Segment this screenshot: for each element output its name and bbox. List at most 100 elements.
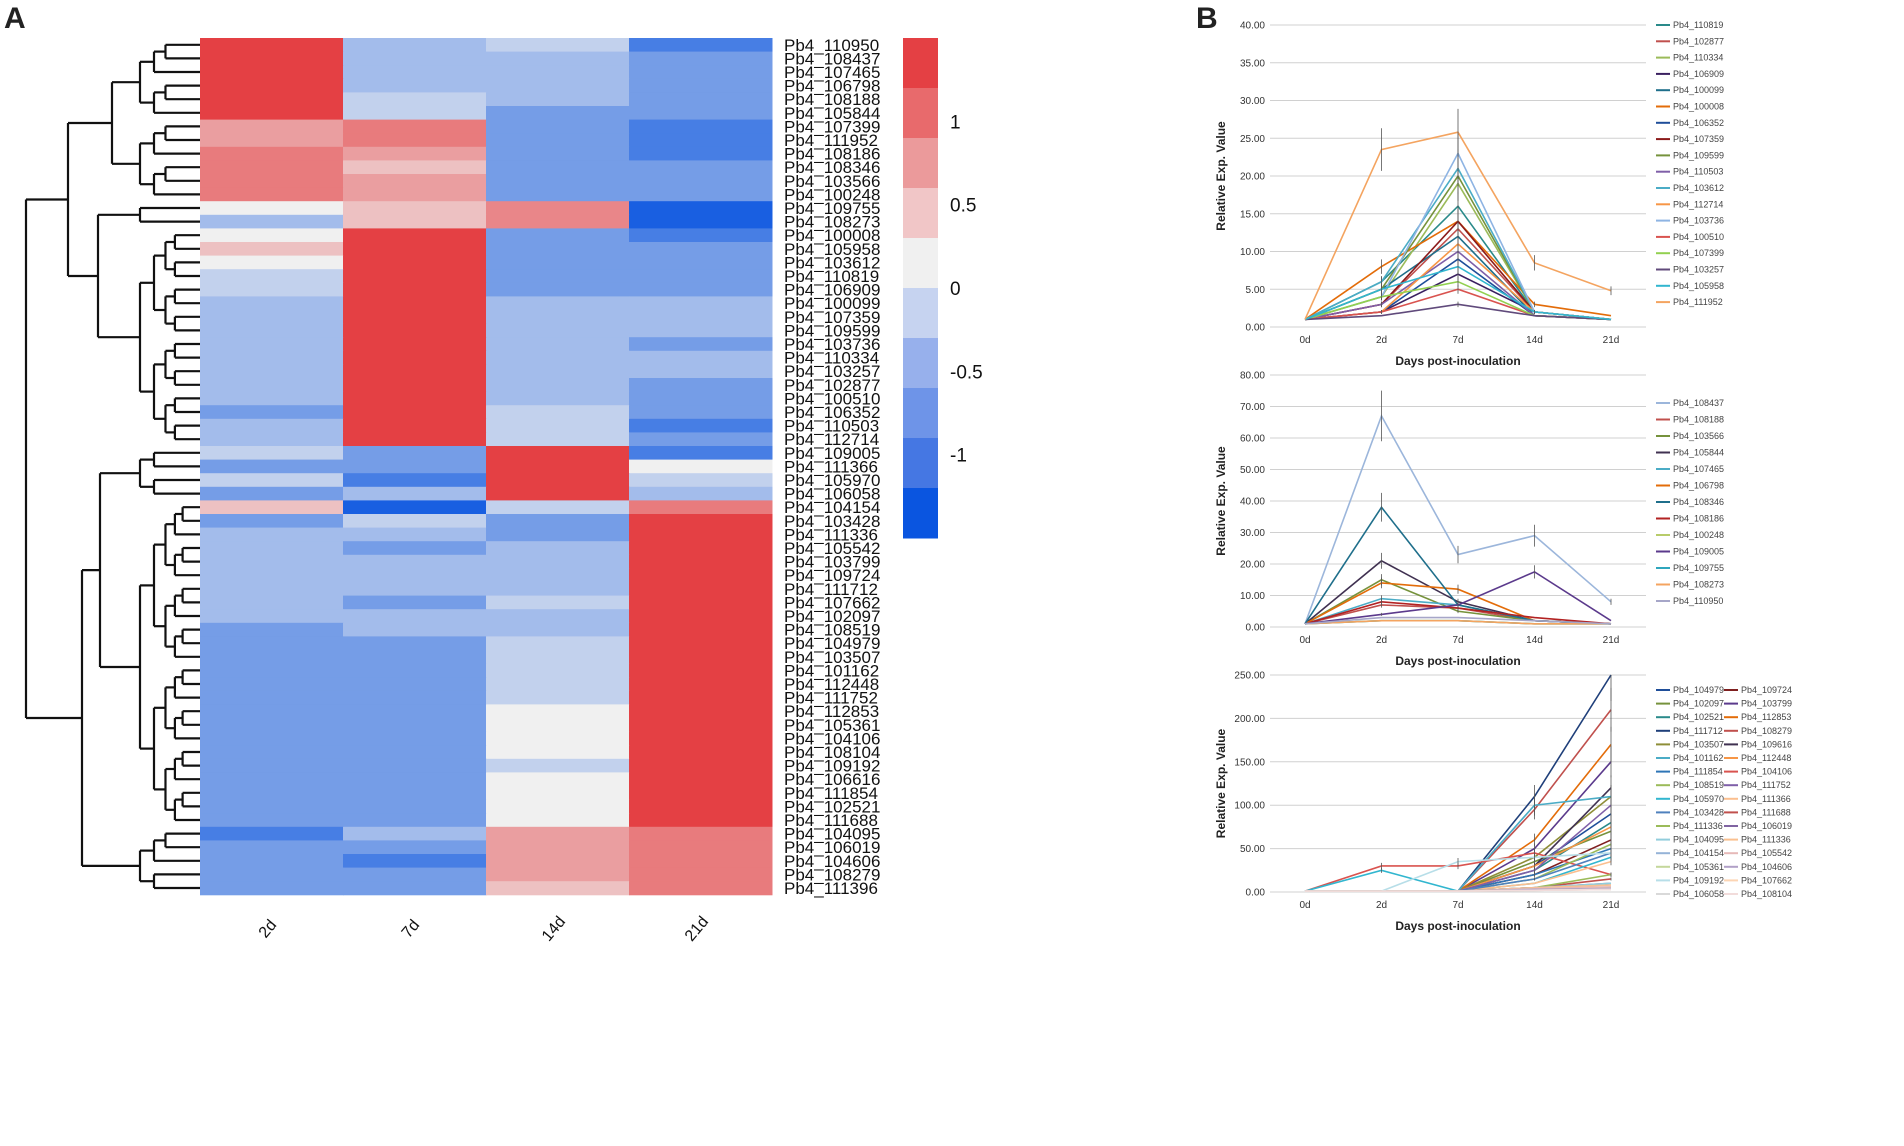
heatmap-cell: [343, 38, 487, 53]
x-tick-label: 21d: [1603, 900, 1620, 911]
gene-label: Pb4_104154: [784, 498, 880, 517]
heatmap-cell: [629, 650, 773, 665]
heatmap-cell: [343, 799, 487, 814]
y-axis-title: Relative Exp. Value: [1214, 728, 1228, 838]
heatmap-cell: [629, 391, 773, 406]
heatmap-cell: [629, 282, 773, 297]
heatmap-cell: [629, 758, 773, 773]
y-tick-label: 5.00: [1246, 285, 1266, 296]
heatmap-cell: [343, 758, 487, 773]
heatmap-cell: [486, 786, 630, 801]
heatmap-cell: [200, 174, 344, 189]
legend-label: Pb4_108186: [1673, 514, 1724, 524]
heatmap-cell: [343, 269, 487, 284]
legend-label: Pb4_109724: [1741, 685, 1792, 695]
heatmap-cell: [486, 459, 630, 474]
legend-label: Pb4_104154: [1673, 848, 1724, 858]
series-line: [1305, 813, 1612, 892]
heatmap-cell: [486, 622, 630, 637]
dendrogram: [24, 43, 200, 890]
legend-label: Pb4_109755: [1673, 563, 1724, 573]
heatmap-cell: [200, 78, 344, 93]
heatmap-cell: [486, 364, 630, 379]
heatmap-cell: [343, 160, 487, 175]
heatmap-cell: [629, 364, 773, 379]
x-axis-title: Days post-inoculation: [1395, 919, 1520, 933]
legend-label: Pb4_108273: [1673, 580, 1724, 590]
heatmap-cell: [629, 78, 773, 93]
heatmap-cell: [629, 541, 773, 556]
heatmap-cell: [200, 840, 344, 855]
heatmap-cell: [629, 799, 773, 814]
legend-label: Pb4_112853: [1741, 712, 1791, 722]
gene-label: Pb4_104095: [784, 825, 880, 844]
heatmap-cell: [486, 65, 630, 80]
gene-label: Pb4_111366: [784, 457, 878, 476]
gene-label: Pb4_107465: [784, 63, 880, 82]
heatmap-cell: [486, 242, 630, 257]
series-line: [1305, 888, 1612, 892]
gene-label: Pb4_111688: [784, 811, 878, 830]
y-tick-label: 100.00: [1234, 801, 1265, 812]
heatmap-cell: [343, 282, 487, 297]
heatmap-cell: [343, 690, 487, 705]
y-tick-label: 10.00: [1240, 591, 1265, 602]
heatmap-cell: [486, 636, 630, 651]
heatmap-cell: [200, 650, 344, 665]
legend-label: Pb4_106352: [1673, 118, 1724, 128]
legend-label: Pb4_103257: [1673, 265, 1724, 275]
gene-label: Pb4_110334: [784, 349, 879, 368]
heatmap-cell: [200, 813, 344, 828]
heatmap-cell: [629, 881, 773, 896]
x-tick-label: 2d: [1376, 635, 1387, 646]
gene-label: Pb4_102097: [784, 607, 880, 626]
legend-label: Pb4_104606: [1741, 862, 1792, 872]
y-tick-label: 50.00: [1240, 844, 1265, 855]
gene-label: Pb4_107399: [784, 117, 880, 136]
y-tick-label: 0.00: [1246, 623, 1266, 634]
heatmap-cell: [629, 527, 773, 542]
heatmap-cell: [343, 106, 487, 121]
heatmap-cell: [200, 38, 344, 53]
heatmap-cell: [486, 350, 630, 365]
heatmap-cell: [200, 826, 344, 841]
legend-label: Pb4_100248: [1673, 530, 1724, 540]
heatmap-cell: [629, 459, 773, 474]
y-tick-label: 30.00: [1240, 528, 1265, 539]
y-tick-label: 0.00: [1246, 888, 1266, 899]
legend-label: Pb4_107359: [1673, 134, 1724, 144]
heatmap-cell: [343, 473, 487, 488]
heatmap-cell: [486, 146, 630, 161]
heatmap-cell: [200, 160, 344, 175]
gene-label: Pb4_108346: [784, 158, 880, 177]
heatmap-cell: [486, 391, 630, 406]
legend-label: Pb4_104095: [1673, 835, 1724, 845]
scale-swatch: [903, 88, 938, 139]
panel-label-a: A: [4, 2, 26, 35]
gene-label: Pb4_102877: [784, 376, 880, 395]
heatmap-panel: Pb4_110950Pb4_108437Pb4_107465Pb4_106798…: [24, 36, 983, 945]
heatmap-cell: [486, 854, 630, 869]
legend-label: Pb4_109005: [1673, 547, 1724, 557]
heatmap-cell: [343, 514, 487, 529]
legend-label: Pb4_106909: [1673, 69, 1724, 79]
gene-label: Pb4_103507: [784, 648, 880, 667]
y-tick-label: 0.00: [1246, 323, 1266, 334]
heatmap-cell: [629, 133, 773, 148]
legend-label: Pb4_105542: [1741, 848, 1792, 858]
x-tick-label: 2d: [1376, 335, 1387, 346]
gene-label: Pb4_110950: [784, 36, 879, 55]
heatmap-cell: [629, 242, 773, 257]
heatmap-cell: [343, 432, 487, 447]
y-tick-label: 70.00: [1240, 402, 1265, 413]
legend-label: Pb4_100008: [1673, 102, 1724, 112]
heatmap-cell: [200, 486, 344, 501]
heatmap-cell: [200, 350, 344, 365]
heatmap-cell: [200, 758, 344, 773]
gene-label: Pb4_103799: [784, 553, 880, 572]
line-chart-1: 0.00 5.00 10.00 15.00 20.00 25.00 30.00 35.00 40…: [1214, 20, 1724, 368]
gene-label: Pb4_100510: [784, 389, 880, 408]
gene-label: Pb4_108519: [784, 621, 880, 640]
x-tick-label: 7d: [1452, 635, 1463, 646]
scale-swatch: [903, 238, 938, 289]
